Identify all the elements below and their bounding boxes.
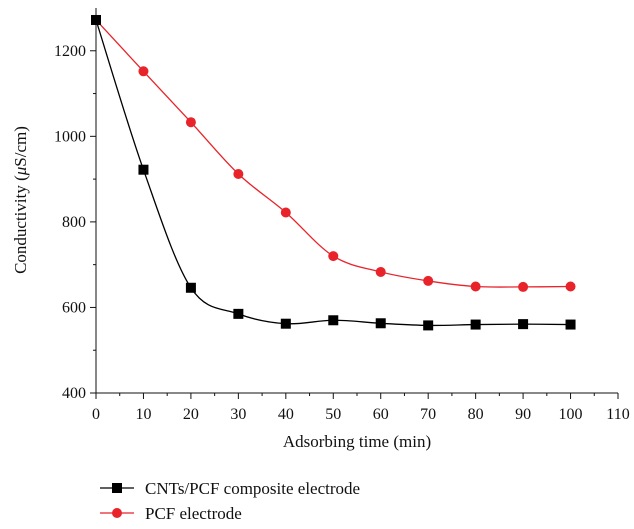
data-point-square	[91, 14, 101, 25]
data-point-circle	[233, 168, 244, 179]
data-point-square	[185, 282, 196, 293]
legend: CNTs/PCF composite electrode PCF electro…	[100, 479, 360, 523]
plot-series	[91, 14, 576, 331]
legend-label-cnts: CNTs/PCF composite electrode	[145, 479, 360, 498]
data-point-circle	[423, 275, 434, 286]
data-point-square	[138, 164, 149, 175]
y-ticks: 400 600 800 1000 1200	[54, 43, 96, 402]
data-point-square	[470, 319, 481, 330]
data-point-square	[565, 319, 576, 330]
x-tick-label: 100	[559, 406, 583, 423]
x-tick-label: 90	[515, 406, 531, 423]
legend-item-pcf: PCF electrode	[100, 504, 242, 523]
x-tick-label: 80	[468, 406, 484, 423]
data-point-square	[280, 318, 291, 329]
data-point-square	[328, 315, 339, 326]
x-tick-label: 0	[92, 406, 100, 423]
x-tick-label: 30	[230, 406, 246, 423]
data-point-circle	[138, 66, 149, 77]
data-point-circle	[328, 251, 339, 262]
data-point-square	[233, 308, 244, 319]
legend-label-pcf: PCF electrode	[145, 504, 242, 523]
legend-marker-cnts	[112, 483, 122, 493]
data-point-circle	[375, 266, 386, 277]
data-point-circle	[185, 117, 196, 128]
axes	[95, 8, 618, 394]
legend-item-cnts: CNTs/PCF composite electrode	[100, 479, 360, 498]
data-point-circle	[280, 207, 291, 218]
y-tick-label: 600	[62, 299, 86, 316]
series-line-1	[95, 19, 571, 288]
x-tick-label: 110	[606, 406, 629, 423]
data-point-circle	[470, 281, 481, 292]
x-ticks: 0 10 20 30 40 50 60 70 80 90 100 110	[92, 393, 630, 423]
data-point-square	[375, 318, 386, 329]
data-point-circle	[518, 281, 529, 292]
y-tick-label: 1000	[54, 128, 86, 145]
x-tick-label: 50	[325, 406, 341, 423]
data-point-square	[518, 319, 529, 330]
y-tick-label: 800	[62, 214, 86, 231]
y-tick-label: 1200	[54, 43, 86, 60]
x-tick-label: 40	[278, 406, 294, 423]
x-tick-label: 20	[183, 406, 199, 423]
data-point-circle	[565, 281, 576, 292]
legend-marker-pcf	[112, 508, 122, 518]
y-tick-label: 400	[62, 385, 86, 402]
x-tick-label: 70	[420, 406, 436, 423]
x-axis-title: Adsorbing time (min)	[283, 432, 431, 451]
x-tick-label: 60	[373, 406, 389, 423]
data-point-square	[423, 320, 434, 331]
x-tick-label: 10	[135, 406, 151, 423]
series-line-0	[95, 19, 571, 327]
y-axis-title: Conductivity (μS/cm)	[11, 126, 30, 274]
